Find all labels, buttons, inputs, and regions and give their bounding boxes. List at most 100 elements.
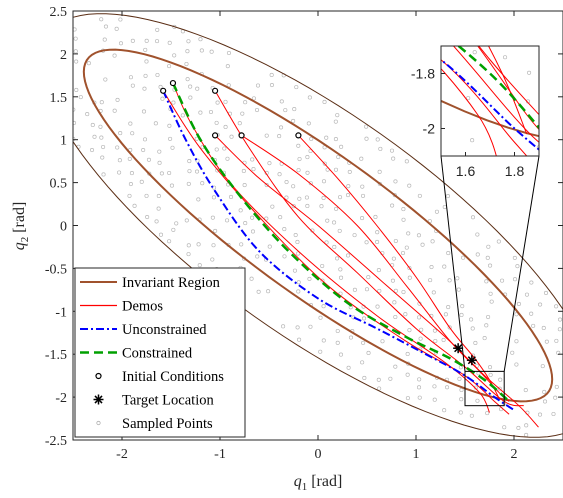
target-location-marker — [466, 355, 477, 366]
sampled-point — [73, 120, 77, 126]
sampled-point — [407, 265, 412, 271]
x-tick-label: 2 — [511, 447, 518, 462]
sampled-point — [332, 244, 337, 250]
y-tick-label: 0.5 — [50, 177, 68, 192]
sampled-point — [187, 169, 192, 174]
sampled-point — [225, 218, 230, 223]
sampled-point — [318, 315, 323, 320]
y-tick-label: -2 — [55, 391, 67, 406]
sampled-point — [338, 267, 343, 272]
sampled-point — [305, 170, 310, 175]
sampled-point — [187, 159, 192, 164]
sampled-point — [393, 314, 398, 320]
sampled-point — [416, 315, 422, 320]
legend-swatch — [95, 372, 102, 380]
sampled-point — [267, 161, 272, 166]
sampled-point — [296, 143, 301, 148]
sampled-point — [337, 195, 343, 200]
initial-condition-marker — [212, 87, 219, 94]
sampled-point — [118, 41, 124, 46]
sampled-point — [497, 386, 502, 391]
sampled-point — [446, 305, 451, 310]
sampled-point — [100, 155, 105, 160]
sampled-point — [171, 227, 176, 232]
sampled-point — [335, 256, 340, 261]
sampled-point — [554, 384, 559, 389]
sampled-point — [223, 99, 228, 104]
sampled-point — [240, 111, 245, 116]
sampled-point — [321, 179, 327, 184]
sampled-point — [325, 218, 330, 223]
sampled-point — [416, 385, 422, 390]
sampled-point — [196, 242, 201, 247]
sampled-point — [470, 326, 475, 331]
initial-condition-marker — [169, 79, 177, 87]
outer-ellipse — [73, 13, 563, 438]
sampled-point — [361, 340, 366, 345]
sampled-point — [487, 365, 493, 370]
sampled-point — [250, 229, 256, 234]
sampled-point — [269, 83, 275, 88]
sampled-point — [254, 107, 260, 113]
sampled-point — [103, 77, 108, 82]
sampled-point — [185, 49, 190, 54]
sampled-point — [157, 149, 162, 154]
sampled-point — [324, 240, 329, 245]
sampled-point — [405, 351, 410, 357]
sampled-point — [324, 135, 329, 140]
sampled-point — [256, 289, 261, 294]
sampled-point — [433, 338, 438, 344]
sampled-point — [213, 228, 218, 233]
sampled-point — [524, 292, 530, 297]
sampled-point — [475, 363, 480, 368]
sampled-point — [407, 275, 412, 280]
sampled-point — [297, 196, 302, 201]
sampled-point — [320, 278, 325, 283]
sampled-point — [251, 167, 256, 172]
sampled-point — [185, 77, 190, 82]
sampled-point — [320, 263, 325, 269]
unconstrained-trajectory — [441, 58, 539, 151]
sampled-point — [512, 255, 517, 260]
sampled-point — [307, 95, 312, 100]
sampled-point — [524, 423, 529, 428]
sampled-point — [118, 17, 123, 22]
sampled-point — [196, 197, 201, 202]
sampled-point — [144, 59, 149, 64]
inset-x-tick-label: 1.6 — [456, 163, 476, 179]
sampled-point — [101, 172, 106, 177]
sampled-point — [103, 24, 108, 29]
sampled-point — [242, 183, 247, 188]
sampled-point — [291, 184, 296, 189]
sampled-point — [347, 169, 352, 174]
sampled-point — [360, 360, 365, 365]
sampled-point — [377, 288, 382, 293]
sampled-point — [284, 195, 289, 200]
sampled-point — [269, 72, 274, 77]
sampled-point — [101, 144, 106, 150]
sampled-point — [510, 350, 515, 355]
sampled-point — [489, 299, 494, 304]
target-star-stroke — [467, 356, 476, 365]
sampled-point — [74, 59, 79, 64]
sampled-point — [455, 276, 460, 281]
sampled-point — [194, 169, 200, 174]
sampled-point — [127, 156, 132, 161]
sampled-point — [554, 304, 559, 309]
sampled-point — [339, 144, 344, 149]
legend-label: Target Location — [122, 393, 214, 409]
sampled-point — [529, 280, 534, 285]
sampled-point — [130, 83, 135, 88]
sampled-point — [388, 376, 393, 381]
sampled-point — [393, 364, 398, 369]
sampled-point — [112, 108, 117, 113]
sampled-point — [229, 134, 234, 139]
sampled-point — [153, 121, 158, 126]
sampled-point — [141, 148, 146, 153]
sampled-point — [447, 325, 452, 330]
sampled-point — [322, 99, 327, 104]
sampled-point — [154, 219, 159, 224]
sampled-point — [516, 301, 521, 307]
sampled-point — [417, 377, 422, 382]
sampled-point — [239, 242, 244, 247]
